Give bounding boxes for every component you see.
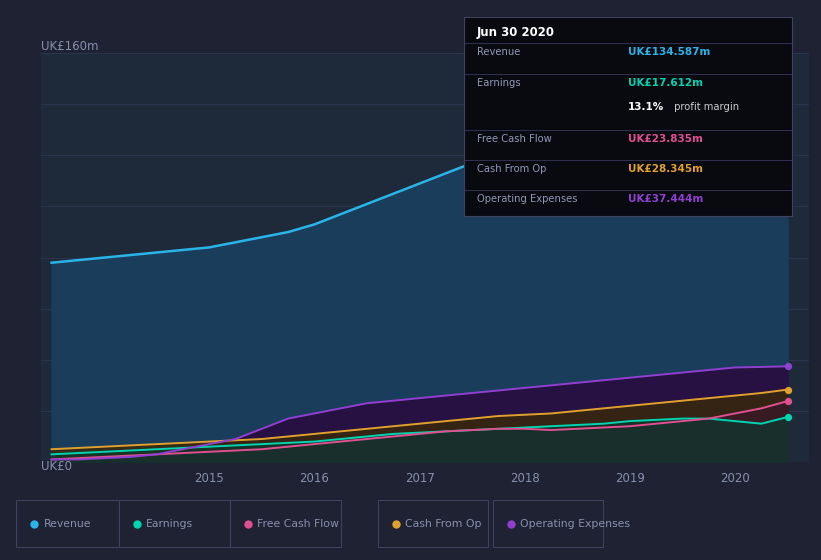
Text: /yr: /yr <box>819 194 821 204</box>
Text: Earnings: Earnings <box>146 519 193 529</box>
Text: /yr: /yr <box>819 134 821 144</box>
Text: Operating Expenses: Operating Expenses <box>520 519 630 529</box>
Text: Cash From Op: Cash From Op <box>477 164 547 174</box>
Text: Revenue: Revenue <box>44 519 91 529</box>
Point <box>781 114 794 123</box>
Text: UK£37.444m: UK£37.444m <box>628 194 704 204</box>
Text: Revenue: Revenue <box>477 46 521 57</box>
Text: Operating Expenses: Operating Expenses <box>477 194 577 204</box>
Point <box>781 413 794 422</box>
Text: UK£0: UK£0 <box>41 460 72 473</box>
Text: UK£17.612m: UK£17.612m <box>628 78 703 88</box>
Point <box>781 396 794 405</box>
Text: Earnings: Earnings <box>477 78 521 88</box>
Text: UK£134.587m: UK£134.587m <box>628 46 710 57</box>
Text: /yr: /yr <box>819 164 821 174</box>
Point <box>781 362 794 371</box>
Point <box>781 385 794 394</box>
Text: Jun 30 2020: Jun 30 2020 <box>477 26 555 39</box>
Text: /yr: /yr <box>819 78 821 88</box>
Text: UK£160m: UK£160m <box>41 40 99 53</box>
Text: UK£28.345m: UK£28.345m <box>628 164 703 174</box>
Text: Free Cash Flow: Free Cash Flow <box>257 519 339 529</box>
Text: 13.1%: 13.1% <box>628 102 664 113</box>
Text: Free Cash Flow: Free Cash Flow <box>477 134 552 144</box>
Text: profit margin: profit margin <box>671 102 739 113</box>
Text: UK£23.835m: UK£23.835m <box>628 134 703 144</box>
Text: Cash From Op: Cash From Op <box>405 519 481 529</box>
